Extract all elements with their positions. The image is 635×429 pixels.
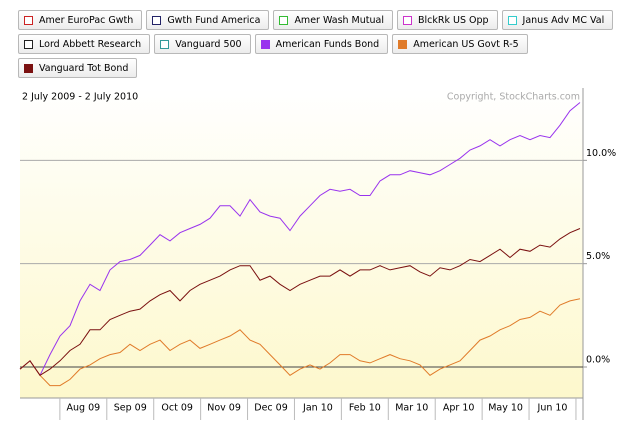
legend-swatch [507,15,517,25]
legend-swatch [24,39,33,49]
legend-button[interactable]: Gwth Fund America [146,10,270,30]
y-tick-label: 5.0% [586,251,610,262]
legend-button[interactable]: Vanguard Tot Bond [18,58,138,78]
legend-swatch [279,15,289,25]
legend-swatch [24,63,33,73]
x-tick-label: Jun 10 [537,403,568,414]
legend-button[interactable]: Amer EuroPac Gwth [18,10,143,30]
x-tick-label: Feb 10 [349,403,381,414]
x-tick-label: Jan 10 [302,403,333,414]
legend-swatch [398,39,408,49]
date-range: 2 July 2009 - 2 July 2010 [22,92,138,103]
x-tick-label: Mar 10 [395,403,428,414]
legend-button[interactable]: Janus Adv MC Val [501,10,614,30]
x-tick-label: Sep 09 [114,403,147,414]
x-tick-label: Aug 09 [67,403,101,414]
legend-swatch [152,15,162,25]
legend-label: Vanguard 500 [175,38,242,50]
legend-button[interactable]: American Funds Bond [254,34,389,54]
legend-button[interactable]: Amer Wash Mutual [273,10,393,30]
legend: Amer EuroPac Gwth Gwth Fund America Amer W… [18,10,618,78]
series-line [19,298,581,387]
series-line [19,228,581,376]
legend-button[interactable]: Lord Abbett Research [18,34,151,54]
legend-label: Gwth Fund America [167,14,261,26]
legend-label: Vanguard Tot Bond [39,62,129,74]
series-line [19,102,581,377]
x-tick-label: Nov 09 [207,403,241,414]
x-tick-label: Dec 09 [254,403,288,414]
legend-swatch [402,15,412,25]
legend-label: American US Govt R-5 [413,38,519,50]
plot-background [20,88,583,398]
legend-label: American Funds Bond [275,38,380,50]
legend-button[interactable]: American US Govt R-5 [392,34,528,54]
x-tick-label: Apr 10 [443,403,475,414]
legend-label: Amer EuroPac Gwth [39,14,134,26]
legend-swatch [260,39,270,49]
legend-label: Amer Wash Mutual [294,14,384,26]
legend-button[interactable]: Vanguard 500 [154,34,251,54]
x-tick-label: May 10 [488,403,523,414]
legend-swatch [24,15,33,25]
legend-label: Janus Adv MC Val [522,14,605,26]
copyright: Copyright, StockCharts.com [447,92,580,103]
x-tick-label: Oct 09 [161,403,193,414]
legend-label: Lord Abbett Research [39,38,142,50]
y-tick-label: 10.0% [586,148,616,159]
legend-label: BlckRk US Opp [417,14,489,26]
legend-button[interactable]: BlckRk US Opp [396,10,498,30]
legend-swatch [160,39,170,49]
y-tick-label: 0.0% [586,355,610,366]
